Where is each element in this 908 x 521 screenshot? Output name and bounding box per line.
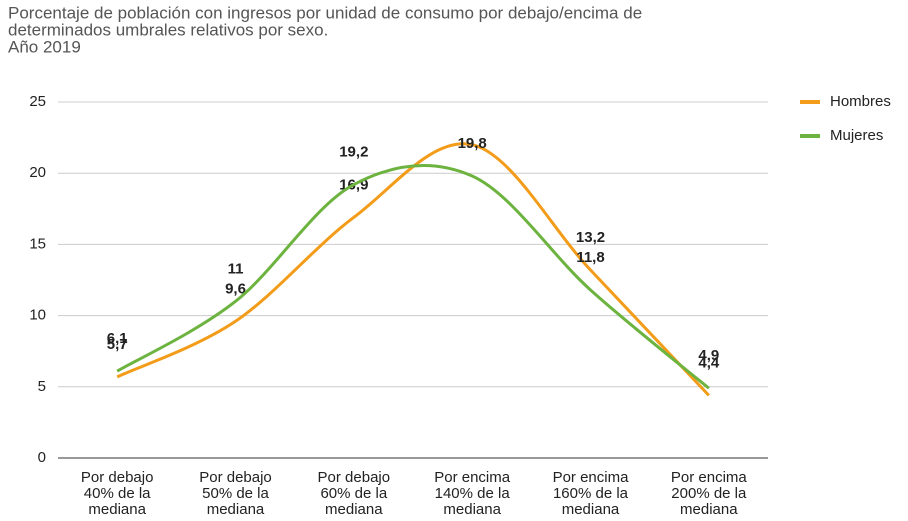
x-tick-label: 50% de la <box>202 485 269 502</box>
line <box>116 163 710 390</box>
value-label: 4,9 <box>698 347 719 364</box>
x-tick-label: 200% de la <box>671 485 747 502</box>
value-label: 6,1 <box>107 330 128 347</box>
y-tick-label: 10 <box>29 307 46 324</box>
y-tick-label: 15 <box>29 235 46 252</box>
chart-title: determinados umbrales relativos por sexo… <box>8 20 328 39</box>
chart-title: Año 2019 <box>8 37 81 56</box>
legend-label: Hombres <box>830 93 891 110</box>
value-label: 9,6 <box>225 280 246 297</box>
y-tick-label: 20 <box>29 164 46 181</box>
x-tick-label: 160% de la <box>553 485 629 502</box>
x-tick-label: 140% de la <box>435 485 511 502</box>
x-tick-label: Por encima <box>553 469 630 486</box>
x-tick-label: 40% de la <box>84 485 151 502</box>
value-label: 19,8 <box>458 135 487 152</box>
x-tick-label: mediana <box>207 501 265 518</box>
x-tick-label: Por debajo <box>318 469 391 486</box>
value-label: 19,2 <box>339 144 368 161</box>
x-tick-label: mediana <box>325 501 383 518</box>
x-tick-label: Por debajo <box>81 469 154 486</box>
x-tick-label: mediana <box>680 501 738 518</box>
value-label: 4,4 <box>698 354 720 371</box>
y-tick-label: 0 <box>38 449 46 466</box>
value-label: 11 <box>228 260 244 277</box>
value-label: 11,8 <box>576 249 604 266</box>
value-label: 5,7 <box>107 336 128 353</box>
x-tick-label: Por encima <box>671 469 748 486</box>
x-tick-label: mediana <box>443 501 501 518</box>
x-tick-label: 60% de la <box>320 485 387 502</box>
x-tick-label: mediana <box>562 501 620 518</box>
x-tick-label: Por encima <box>434 469 511 486</box>
y-tick-label: 25 <box>29 93 46 110</box>
x-tick-label: Por debajo <box>199 469 272 486</box>
x-tick-label: mediana <box>88 501 146 518</box>
value-label: 13,2 <box>576 229 605 246</box>
chart-title: Porcentaje de población con ingresos por… <box>8 3 642 22</box>
legend-label: Mujeres <box>830 127 883 144</box>
line <box>116 142 710 397</box>
y-tick-label: 5 <box>38 378 46 395</box>
